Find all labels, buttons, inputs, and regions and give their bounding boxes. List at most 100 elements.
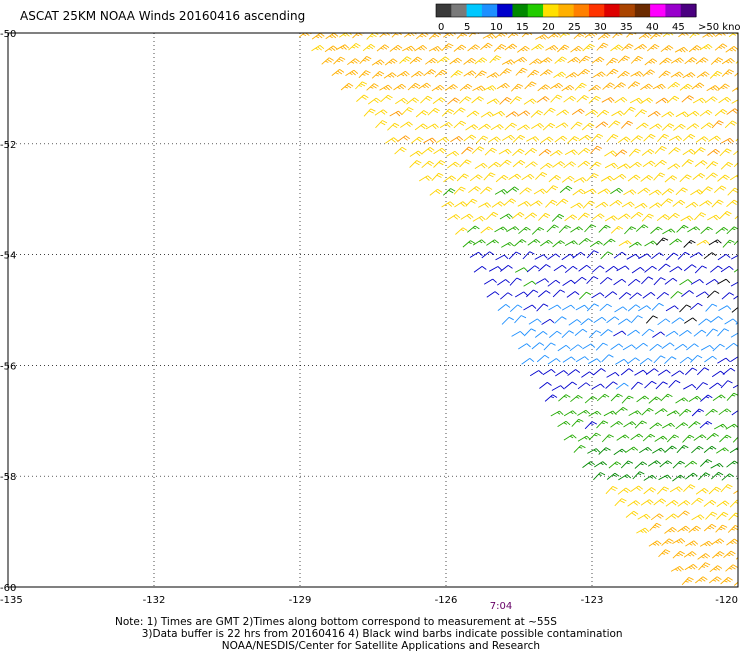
wind-barb	[725, 121, 737, 128]
wind-barb	[492, 111, 505, 116]
wind-barb	[714, 186, 726, 193]
wind-barb	[657, 292, 669, 299]
wind-barb	[658, 264, 670, 271]
wind-barb	[690, 190, 702, 195]
wind-barb	[549, 331, 561, 337]
wind-barb	[631, 136, 643, 143]
wind-barb	[639, 33, 651, 39]
wind-barb	[654, 356, 666, 363]
wind-barb	[470, 175, 482, 181]
wind-barb	[578, 161, 590, 167]
wind-barb	[699, 319, 711, 325]
wind-barb	[607, 317, 619, 323]
wind-barb	[694, 213, 706, 220]
wind-barb	[622, 396, 633, 403]
wind-barb	[665, 527, 677, 533]
notes: Note: 1) Times are GMT 2)Times along bot…	[115, 616, 623, 652]
wind-barb	[392, 30, 404, 37]
wind-barb	[424, 138, 437, 143]
wind-barb	[735, 69, 740, 76]
wind-barb	[512, 149, 524, 156]
wind-barb	[614, 449, 626, 455]
wind-barb	[579, 265, 591, 271]
wind-barb	[501, 242, 514, 247]
wind-barb	[531, 111, 543, 118]
wind-barb	[644, 475, 656, 480]
wind-barb	[450, 136, 462, 141]
wind-barb	[645, 59, 657, 65]
wind-barb	[649, 397, 661, 404]
wind-barb	[539, 382, 551, 388]
wind-barb	[604, 151, 616, 156]
wind-barb	[615, 97, 627, 103]
wind-barb	[637, 396, 649, 402]
wind-barb	[539, 265, 551, 272]
wind-barb	[312, 45, 324, 51]
wind-barb	[676, 423, 688, 429]
wind-barb	[385, 59, 397, 65]
wind-barb	[617, 266, 630, 271]
wind-barb	[428, 108, 440, 115]
wind-barb	[451, 71, 463, 78]
wind-barb	[446, 151, 458, 156]
wind-barb	[353, 31, 365, 38]
wind-barb	[435, 70, 447, 77]
wind-barb	[648, 111, 660, 116]
wind-barb	[689, 422, 701, 429]
wind-barb	[536, 279, 549, 284]
legend-tick-label: 10	[490, 22, 503, 33]
wind-barb	[582, 123, 594, 130]
wind-barb	[673, 461, 685, 468]
wind-barb	[481, 227, 493, 233]
wind-barb	[666, 306, 678, 311]
wind-barb	[587, 304, 599, 311]
wind-barb	[713, 344, 725, 351]
wind-barb	[574, 445, 586, 452]
wind-barb	[719, 306, 731, 311]
wind-barb	[696, 488, 708, 494]
wind-barb	[672, 318, 684, 324]
legend-swatch	[558, 4, 574, 17]
wind-barb	[576, 357, 589, 362]
wind-barb	[730, 356, 740, 362]
wind-barb	[326, 33, 338, 39]
wind-barb	[349, 43, 361, 50]
wind-barb	[325, 46, 337, 52]
wind-barb	[704, 446, 716, 452]
wind-barb	[606, 486, 618, 493]
wind-barb	[696, 383, 708, 390]
legend-tick-label: 15	[516, 22, 529, 33]
wind-barb	[667, 435, 679, 442]
wind-barb	[565, 266, 577, 272]
wind-barb	[486, 212, 498, 219]
wind-barb	[364, 109, 375, 116]
wind-barb	[618, 214, 630, 220]
wind-barb	[530, 371, 542, 376]
legend-swatch	[589, 4, 605, 17]
wind-barb	[434, 161, 446, 168]
wind-barb	[522, 358, 534, 364]
wind-barb	[618, 488, 630, 494]
wind-barb	[720, 211, 732, 218]
wind-barb	[454, 187, 465, 194]
wind-barb	[732, 409, 740, 415]
wind-barb	[462, 147, 474, 154]
wind-barb	[697, 72, 709, 78]
wind-barb	[532, 227, 544, 234]
wind-barb	[618, 319, 630, 325]
wind-barb	[641, 175, 653, 181]
wind-barb	[652, 303, 664, 310]
wind-barb	[356, 95, 368, 102]
wind-barb	[615, 150, 627, 157]
wind-barb	[596, 122, 608, 128]
wind-barb	[644, 488, 656, 494]
wind-barb	[665, 278, 677, 284]
wind-barb	[505, 44, 517, 50]
wind-barb	[543, 123, 555, 130]
wind-barb	[709, 487, 721, 494]
wind-barb	[485, 148, 497, 155]
wind-barb	[468, 187, 480, 193]
wind-barb	[550, 83, 562, 89]
wind-barb	[679, 330, 691, 336]
wind-barb	[645, 266, 657, 272]
